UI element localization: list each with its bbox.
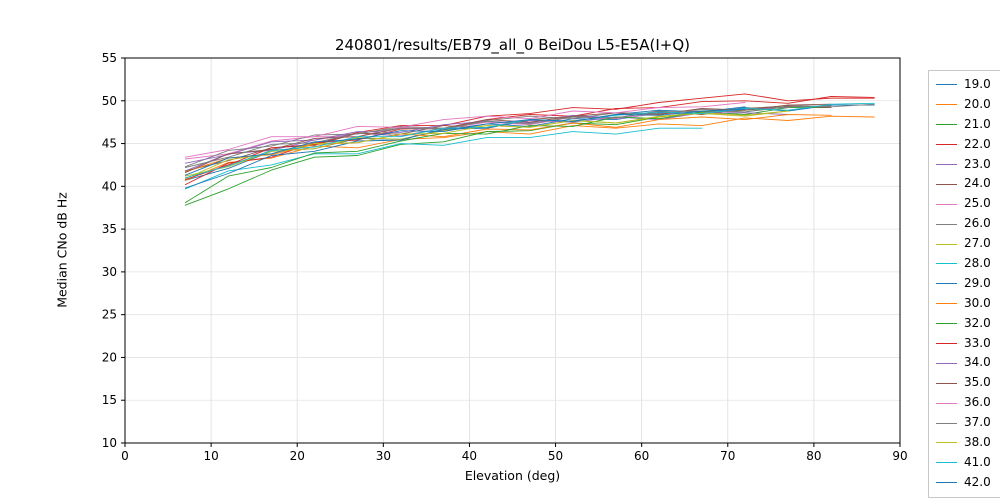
series-line-36.0 xyxy=(184,102,746,158)
legend-line-sample xyxy=(936,283,957,285)
legend-line-sample xyxy=(936,482,957,484)
legend-item-27.0: 27.0 xyxy=(936,234,1000,254)
legend-line-sample xyxy=(936,223,957,225)
series-line-28.0 xyxy=(184,127,703,190)
legend-label: 41.0 xyxy=(964,454,991,469)
legend-line-sample xyxy=(936,263,957,265)
y-tick-label: 20 xyxy=(102,350,117,364)
legend-label: 35.0 xyxy=(964,375,991,390)
legend-label: 38.0 xyxy=(964,435,991,450)
legend-item-20.0: 20.0 xyxy=(936,95,1000,115)
y-tick-label: 15 xyxy=(102,393,117,407)
legend-label: 36.0 xyxy=(964,395,991,410)
x-tick-label: 40 xyxy=(462,449,477,463)
y-tick-label: 55 xyxy=(102,51,117,65)
legend-line-sample xyxy=(936,104,957,106)
legend-label: 22.0 xyxy=(964,136,991,151)
legend-label: 33.0 xyxy=(964,335,991,350)
legend-label: 28.0 xyxy=(964,256,991,271)
legend-item-30.0: 30.0 xyxy=(936,294,1000,314)
legend-item-36.0: 36.0 xyxy=(936,393,1000,413)
legend-item-23.0: 23.0 xyxy=(936,155,1000,175)
x-axis-label: Elevation (deg) xyxy=(464,468,561,483)
x-tick-label: 80 xyxy=(806,449,821,463)
legend-line-sample xyxy=(936,362,957,364)
legend-label: 26.0 xyxy=(964,216,991,231)
y-tick-label: 30 xyxy=(102,265,117,279)
legend-line-sample xyxy=(936,183,957,185)
legend-label: 30.0 xyxy=(964,295,991,310)
legend-label: 42.0 xyxy=(964,474,991,489)
legend-item-29.0: 29.0 xyxy=(936,274,1000,294)
x-tick-label: 0 xyxy=(121,449,129,463)
legend-line-sample xyxy=(936,84,957,86)
legend-label: 20.0 xyxy=(964,96,991,111)
legend-label: 32.0 xyxy=(964,315,991,330)
legend-item-37.0: 37.0 xyxy=(936,413,1000,433)
legend-label: 24.0 xyxy=(964,176,991,191)
legend-label: 19.0 xyxy=(964,77,991,91)
legend-label: 34.0 xyxy=(964,355,991,370)
legend-line-sample xyxy=(936,422,957,424)
legend-label: 29.0 xyxy=(964,275,991,290)
series-line-42.0 xyxy=(184,108,746,176)
legend-item-25.0: 25.0 xyxy=(936,194,1000,214)
series-line-38.0 xyxy=(184,110,789,180)
legend-line-sample xyxy=(936,343,957,345)
chart-title: 240801/results/EB79_all_0 BeiDou L5-E5A(… xyxy=(334,36,691,54)
series-line-29.0 xyxy=(184,106,746,189)
legend-item-33.0: 33.0 xyxy=(936,334,1000,354)
x-tick-label: 20 xyxy=(290,449,305,463)
legend-line-sample xyxy=(936,323,957,325)
legend-line-sample xyxy=(936,303,957,305)
legend-item-41.0: 41.0 xyxy=(936,453,1000,473)
legend-item-42.0: 42.0 xyxy=(936,473,1000,493)
y-tick-label: 25 xyxy=(102,308,117,322)
legend-item-24.0: 24.0 xyxy=(936,174,1000,194)
legend-item-35.0: 35.0 xyxy=(936,373,1000,393)
legend-label: 37.0 xyxy=(964,415,991,430)
legend-label: 23.0 xyxy=(964,156,991,171)
legend-line-sample xyxy=(936,462,957,464)
legend-line-sample xyxy=(936,144,957,146)
legend-item-26.0: 26.0 xyxy=(936,214,1000,234)
y-tick-label: 45 xyxy=(102,137,117,151)
legend-line-sample xyxy=(936,382,957,384)
y-tick-label: 10 xyxy=(102,436,117,450)
y-tick-label: 40 xyxy=(102,179,117,193)
legend-line-sample xyxy=(936,442,957,444)
legend-item-34.0: 34.0 xyxy=(936,353,1000,373)
legend-item-38.0: 38.0 xyxy=(936,433,1000,453)
y-tick-label: 35 xyxy=(102,222,117,236)
x-tick-label: 50 xyxy=(548,449,563,463)
legend-item-28.0: 28.0 xyxy=(936,254,1000,274)
x-tick-label: 10 xyxy=(203,449,218,463)
legend-item-32.0: 32.0 xyxy=(936,314,1000,334)
series-line-20.0 xyxy=(184,115,875,181)
x-tick-label: 90 xyxy=(892,449,907,463)
plot-frame xyxy=(124,57,901,444)
legend-label: 21.0 xyxy=(964,116,991,131)
legend-line-sample xyxy=(936,164,957,165)
legend-label: 25.0 xyxy=(964,196,991,211)
legend-label: 27.0 xyxy=(964,236,991,251)
y-tick-label: 50 xyxy=(102,94,117,108)
x-tick-label: 60 xyxy=(634,449,649,463)
x-tick-label: 70 xyxy=(720,449,735,463)
series-line-26.0 xyxy=(184,103,875,168)
legend-line-sample xyxy=(936,402,957,404)
legend-item-19.0: 19.0 xyxy=(936,75,1000,95)
legend-box: 19.0 20.0 21.0 22.0 23.0 24.0 25.0 26.0 27.0 28.0… xyxy=(928,70,1000,498)
legend-item-22.0: 22.0 xyxy=(936,135,1000,155)
legend-item-21.0: 21.0 xyxy=(936,115,1000,135)
x-tick-label: 30 xyxy=(376,449,391,463)
legend-line-sample xyxy=(936,124,957,126)
legend-line-sample xyxy=(936,203,957,205)
legend-line-sample xyxy=(936,243,957,245)
